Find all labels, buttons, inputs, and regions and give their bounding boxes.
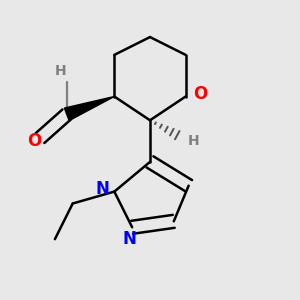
Text: N: N: [95, 180, 110, 198]
Text: O: O: [27, 132, 41, 150]
Text: O: O: [194, 85, 208, 103]
Text: H: H: [187, 134, 199, 148]
Polygon shape: [64, 97, 114, 121]
Text: N: N: [122, 230, 136, 248]
Text: H: H: [55, 64, 67, 78]
